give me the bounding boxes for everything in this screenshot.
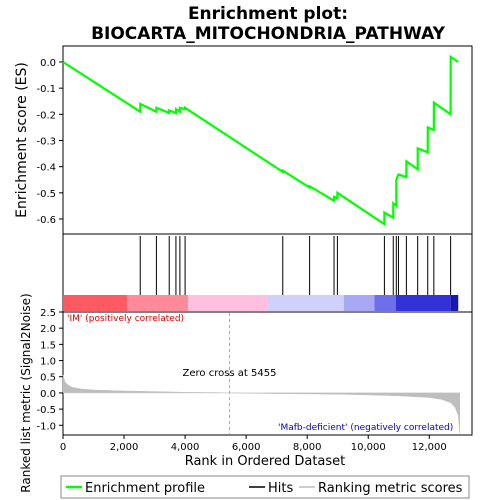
ranking-y-ticks: 2.5 2.0 1.5 1.0 0.5 0.0 -0.5 -1.0 — [36, 308, 63, 432]
ranking-y-tick-label: 0.5 — [40, 373, 56, 384]
chart-title-line-1: Enrichment plot: — [188, 4, 348, 24]
ranking-x-tick-label: 2,000 — [110, 442, 139, 453]
legend-hits-label: Hits — [268, 481, 293, 496]
ranking-heatmap-bar — [63, 295, 459, 311]
ranking-y-tick-label: -0.5 — [36, 405, 56, 416]
es-y-tick-label: -0.4 — [36, 163, 56, 174]
es-y-axis-label: Enrichment score (ES) — [14, 62, 30, 218]
ranking-panel-frame — [62, 311, 473, 436]
ranking-y-axis-label: Ranked list metric (Signal2Noise) — [19, 293, 33, 492]
es-panel-frame — [62, 45, 473, 235]
positive-correlation-label: 'IM' (positively correlated) — [67, 314, 184, 324]
heatmap-band — [374, 295, 396, 311]
ranking-x-tick-label: 10,000 — [351, 442, 386, 453]
es-y-tick-label: -0.2 — [36, 110, 56, 121]
ranking-x-tick-label: 12,000 — [412, 442, 447, 453]
heatmap-band — [343, 295, 375, 311]
es-y-tick-label: -0.5 — [36, 189, 56, 200]
legend-enrichment-label: Enrichment profile — [85, 481, 205, 496]
ranking-y-tick-label: 1.5 — [40, 340, 56, 351]
heatmap-band — [395, 295, 451, 311]
ranking-x-tick-label: 8,000 — [293, 442, 322, 453]
es-y-ticks: 0.0 -0.1 -0.2 -0.3 -0.4 -0.5 -0.6 — [36, 58, 63, 226]
ranking-y-tick-label: 1.0 — [40, 357, 56, 368]
ranking-x-axis-label: Rank in Ordered Dataset — [185, 454, 346, 469]
chart-title-line-2: BIOCARTA_MITOCHONDRIA_PATHWAY — [91, 24, 446, 44]
hit-markers — [139, 236, 452, 295]
zero-cross-label: Zero cross at 5455 — [183, 368, 277, 379]
enrichment-profile-line — [62, 54, 459, 227]
ranking-x-tick-label: 6,000 — [232, 442, 261, 453]
heatmap-band — [267, 295, 344, 311]
ranking-y-tick-label: 0.0 — [40, 389, 56, 400]
es-y-tick-label: -0.1 — [36, 84, 56, 95]
es-y-tick-label: 0.0 — [40, 58, 56, 69]
heatmap-band — [127, 295, 189, 311]
ranking-y-tick-label: 2.0 — [40, 324, 56, 335]
ranking-x-tick-label: 4,000 — [171, 442, 200, 453]
negative-correlation-label: 'Mafb-deficient' (negatively correlated) — [278, 423, 453, 433]
heatmap-band — [63, 295, 128, 311]
ranking-x-ticks: 0 2,000 4,000 6,000 8,000 10,000 12,000 — [60, 435, 447, 453]
es-y-tick-label: -0.3 — [36, 137, 56, 148]
heatmap-band — [450, 295, 459, 311]
es-y-tick-label: -0.6 — [36, 215, 56, 226]
legend-ranking-label: Ranking metric scores — [318, 481, 463, 496]
ranking-y-tick-label: 2.5 — [40, 308, 56, 319]
ranking-y-tick-label: -1.0 — [36, 421, 56, 432]
ranking-metric-area — [62, 375, 461, 434]
heatmap-band — [188, 295, 268, 311]
ranking-x-tick-label: 0 — [60, 442, 66, 453]
